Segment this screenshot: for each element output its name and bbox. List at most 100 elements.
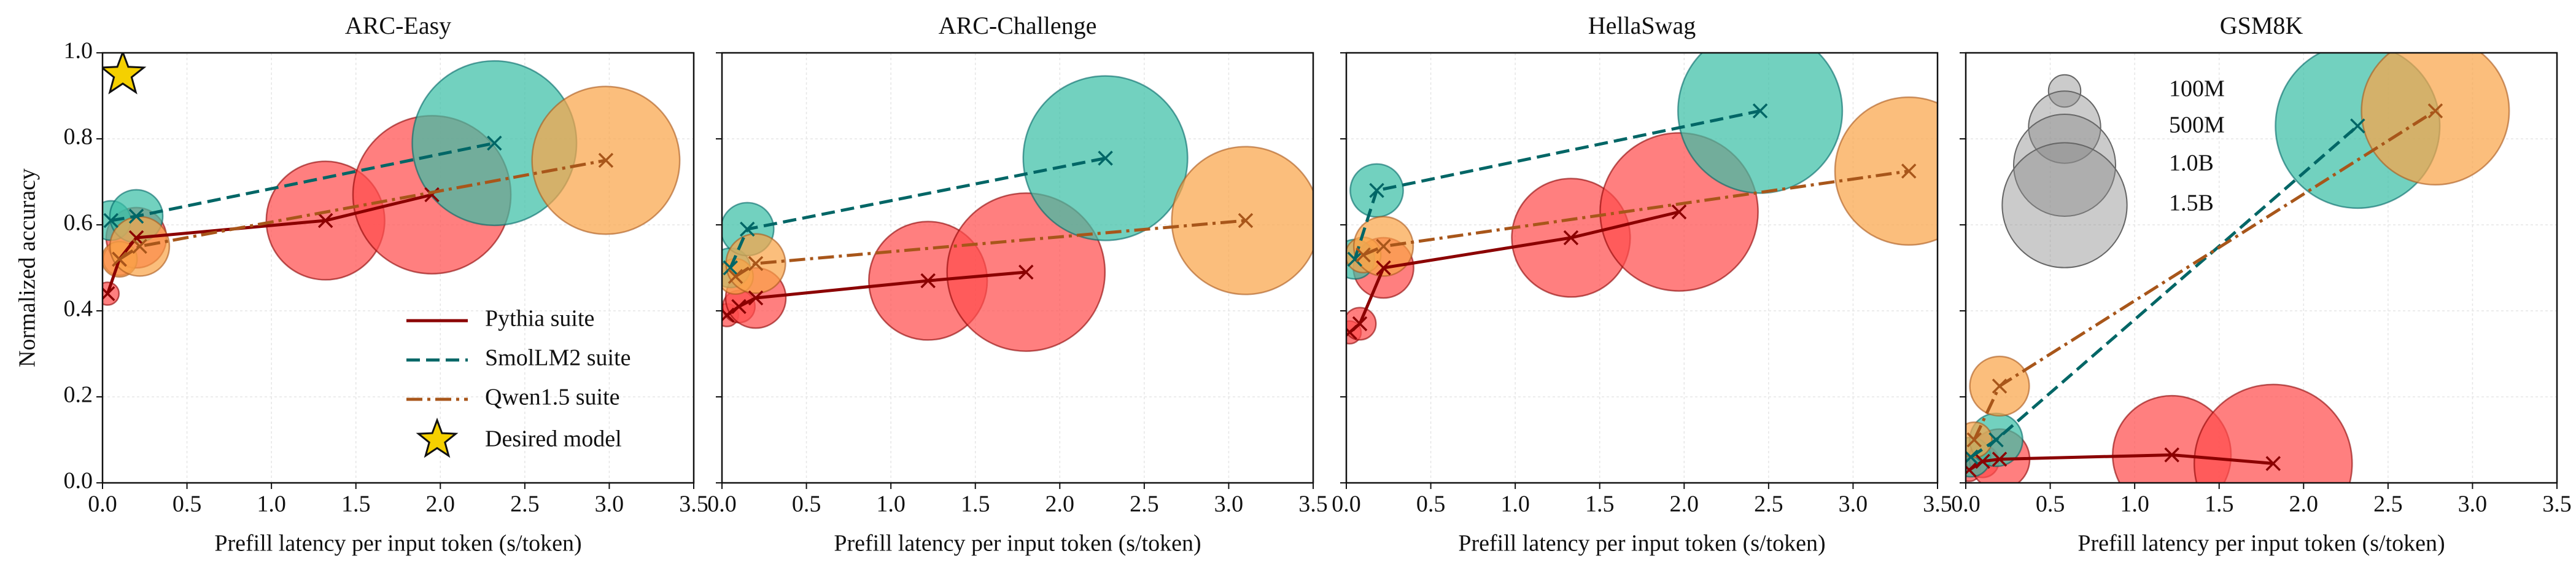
bubble (103, 281, 120, 306)
point-marker (2427, 103, 2443, 119)
point-marker (128, 208, 144, 224)
x-tick-label: 3.5 (2542, 491, 2572, 517)
point-marker (1988, 432, 2004, 448)
point-marker (1975, 453, 1990, 469)
x-tick-label: 0.0 (1332, 491, 1361, 517)
highlight-star (103, 53, 147, 95)
point-marker (1238, 213, 1254, 229)
x-tick-label: 1.0 (1500, 491, 1530, 517)
legend-label: Pythia suite (485, 306, 594, 332)
bubble (2193, 383, 2353, 483)
x-tick-label: 1.5 (961, 491, 990, 517)
point-marker (2350, 118, 2365, 134)
x-tick-label: 0.5 (173, 491, 202, 517)
point-marker (2265, 456, 2281, 471)
x-tick-label: 0.5 (1416, 491, 1446, 517)
point-marker (1752, 103, 1768, 119)
axes-frame (1345, 52, 1939, 484)
size-legend-bubble (2001, 142, 2128, 268)
point-marker (1369, 182, 1384, 198)
point-marker (132, 238, 147, 254)
point-marker (1992, 452, 2008, 467)
chart-title: ARC-Easy (345, 12, 451, 39)
x-tick-label: 0.0 (88, 491, 117, 517)
x-tick-label: 3.0 (1839, 491, 1868, 517)
y-tick-label: 0.8 (64, 124, 93, 150)
bubble (1966, 421, 1993, 458)
x-tick-label: 2.5 (2373, 491, 2403, 517)
legend-label: Qwen1.5 suite (485, 385, 620, 410)
x-tick-label: 3.0 (2458, 491, 2488, 517)
point-marker (1352, 316, 1368, 332)
point-marker (740, 221, 755, 237)
x-axis-label: Prefill latency per input token (s/token… (2077, 531, 2445, 557)
x-tick-label: 3.0 (1214, 491, 1244, 517)
point-marker (1966, 462, 1977, 478)
point-marker (1376, 260, 1391, 276)
x-tick-label: 2.0 (1670, 491, 1699, 517)
x-tick-label: 2.0 (2289, 491, 2319, 517)
x-tick-label: 1.5 (1585, 491, 1615, 517)
axes-frame (721, 52, 1314, 484)
bubble (2361, 53, 2510, 186)
y-tick-label: 0.2 (64, 382, 93, 408)
point-marker (103, 213, 118, 229)
x-tick-label: 1.0 (876, 491, 906, 517)
size-legend-label: 1.0B (2169, 151, 2214, 176)
y-axis-label: Normalized accuracy (15, 168, 41, 367)
y-tick-label: 0.4 (64, 296, 93, 322)
x-axis-label: Prefill latency per input token (s/token… (834, 531, 1201, 557)
x-tick-label: 2.5 (510, 491, 540, 517)
size-legend-label: 1.5B (2169, 190, 2214, 216)
x-tick-label: 0.0 (707, 491, 737, 517)
plot-area (103, 53, 681, 306)
point-marker (1671, 204, 1687, 220)
x-axis-label: Prefill latency per input token (s/token… (214, 531, 581, 557)
legend-label: Desired model (485, 426, 622, 452)
chart-title: GSM8K (2220, 12, 2303, 39)
point-marker (727, 268, 743, 284)
x-tick-label: 2.5 (1754, 491, 1783, 517)
x-tick-label: 2.0 (1046, 491, 1075, 517)
x-tick-label: 3.5 (1298, 491, 1328, 517)
plot-area (1346, 53, 1938, 345)
plot-area (722, 75, 1313, 352)
series-line (118, 158, 607, 261)
point-marker (1018, 264, 1034, 280)
x-tick-label: 0.5 (2036, 491, 2065, 517)
legend-star (416, 417, 459, 458)
point-marker (731, 299, 747, 315)
point-marker (1563, 230, 1579, 246)
x-tick-label: 3.5 (679, 491, 708, 517)
size-legend-label: 100M (2169, 76, 2225, 102)
x-tick-label: 2.5 (1130, 491, 1159, 517)
series-line (734, 219, 1246, 278)
point-marker (1347, 251, 1362, 267)
point-marker (748, 256, 764, 272)
plot-area (1966, 53, 2510, 483)
point-marker (487, 135, 502, 151)
point-marker (748, 290, 764, 306)
point-marker (920, 273, 936, 289)
point-marker (1098, 151, 1113, 166)
legend-label: SmolLM2 suite (485, 345, 631, 371)
point-marker (128, 230, 144, 246)
point-marker (1901, 163, 1917, 179)
chart-title: ARC-Challenge (939, 12, 1097, 39)
x-tick-label: 1.5 (2205, 491, 2234, 517)
bubble (1677, 53, 1844, 194)
size-legend-label: 500M (2169, 112, 2225, 138)
x-tick-label: 3.5 (1923, 491, 1952, 517)
point-marker (1376, 238, 1391, 254)
x-tick-label: 3.0 (595, 491, 624, 517)
y-tick-label: 0.0 (64, 468, 93, 494)
x-axis-label: Prefill latency per input token (s/token… (1458, 531, 1825, 557)
point-marker (2164, 447, 2179, 463)
y-tick-label: 1.0 (64, 38, 93, 64)
x-tick-label: 0.0 (1951, 491, 1980, 517)
x-tick-label: 2.0 (426, 491, 456, 517)
point-marker (317, 213, 333, 229)
bubble (1834, 96, 1938, 246)
point-marker (723, 260, 738, 276)
